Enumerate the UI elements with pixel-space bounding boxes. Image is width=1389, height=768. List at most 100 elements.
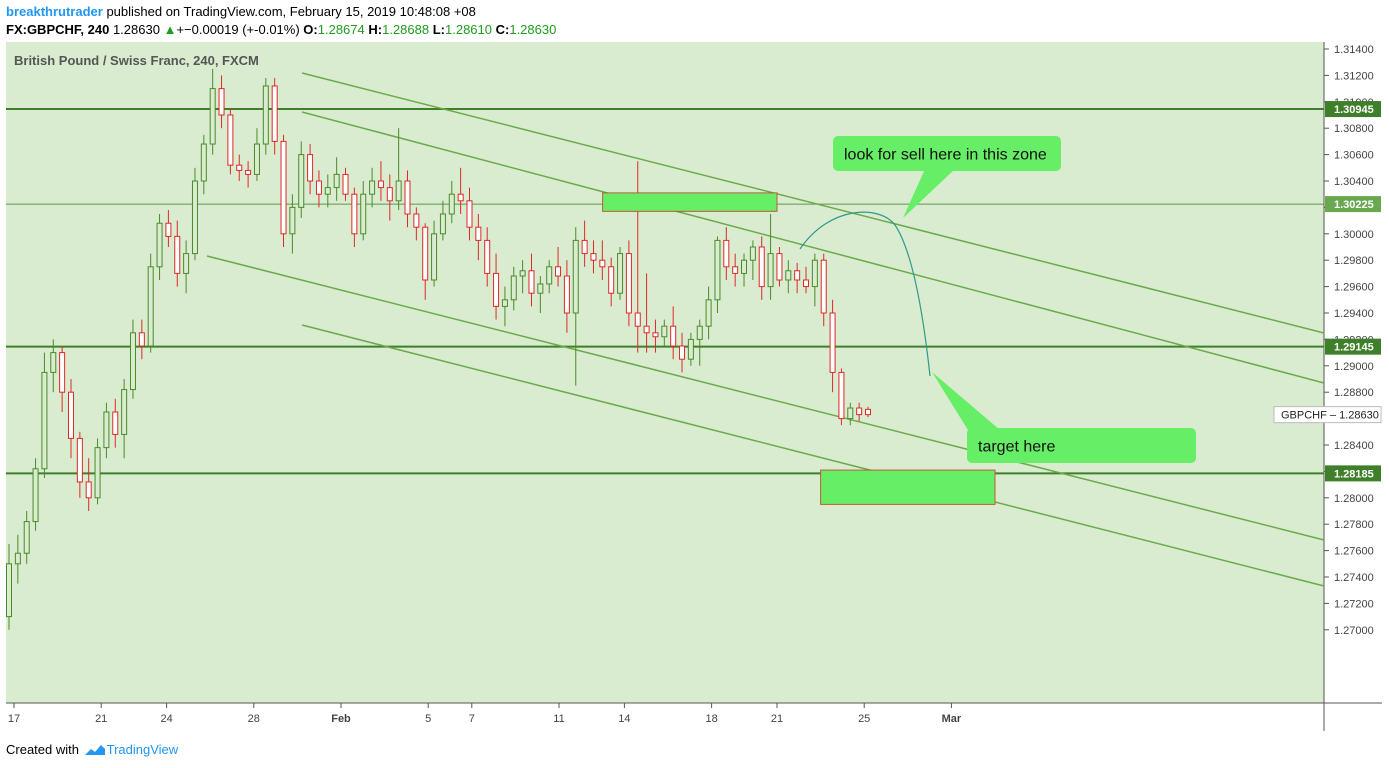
x-tick-label: 18	[705, 713, 717, 725]
candle-body	[183, 253, 190, 274]
tradingview-brand[interactable]: TradingView	[106, 742, 179, 757]
y-tick-label: 1.29000	[1334, 361, 1374, 373]
sell-zone[interactable]	[602, 192, 778, 212]
candle-body	[865, 408, 871, 416]
candle-body	[191, 180, 198, 255]
price-chart[interactable]: look for sell here in this zone target he…	[0, 0, 1389, 740]
x-tick-label: 25	[858, 713, 870, 725]
candle-body	[404, 180, 411, 215]
change-arrow-icon: ▲	[163, 22, 177, 37]
sell-zone-callout[interactable]	[833, 136, 1061, 171]
candle-body	[546, 266, 553, 285]
candle-body	[714, 239, 721, 301]
last-price: 1.28630	[112, 22, 160, 37]
time-axis-background	[6, 703, 1382, 731]
projected-path-curve[interactable]	[799, 211, 931, 377]
candle-body	[484, 239, 491, 274]
close-value: 1.28630	[509, 22, 557, 37]
level-price-label: 1.30225	[1334, 199, 1374, 211]
x-tick-label: 14	[618, 713, 630, 725]
candle-body	[679, 345, 686, 360]
y-tick-label: 1.29400	[1334, 308, 1374, 320]
y-tick-label: 1.27400	[1334, 572, 1374, 584]
x-tick-label: Mar	[942, 713, 962, 725]
y-tick-label: 1.29800	[1334, 255, 1374, 267]
target-callout[interactable]	[967, 428, 1196, 463]
candle-body	[457, 193, 464, 202]
candle-body	[687, 338, 694, 360]
target-callout-text: target here	[978, 439, 1055, 456]
channel-trend-line[interactable]	[301, 72, 1325, 334]
candle-body	[377, 180, 384, 189]
candle-body	[85, 481, 92, 499]
candle-body	[519, 270, 526, 277]
x-tick-label: 21	[771, 713, 783, 725]
x-tick-label: 17	[8, 713, 20, 725]
publish-text: published on TradingView.com, February 1…	[106, 4, 476, 19]
candle-body	[76, 437, 83, 483]
candle-body	[661, 325, 668, 338]
tradingview-cloud-icon	[84, 745, 105, 755]
candle-body	[590, 253, 597, 261]
candle-body	[360, 193, 367, 235]
level-price-tag	[1325, 101, 1381, 118]
x-tick-label: 24	[160, 713, 172, 725]
candle-body	[209, 88, 216, 145]
candle-body	[510, 275, 517, 301]
channel-trend-line[interactable]	[301, 324, 1325, 587]
candle-body	[236, 164, 243, 171]
last-price-label: GBPCHF – 1.28630	[1281, 410, 1379, 422]
candle-body	[767, 253, 774, 288]
open-label: O:	[303, 22, 318, 37]
candle-body	[67, 391, 74, 439]
level-price-tag	[1325, 196, 1381, 213]
candle-body	[439, 213, 446, 235]
candle-body	[847, 407, 854, 420]
candle-body	[555, 266, 562, 277]
target-zone[interactable]	[820, 469, 996, 505]
candle-body	[174, 235, 181, 274]
candle-body	[14, 552, 21, 565]
candle-body	[280, 140, 287, 235]
candle-body	[572, 239, 579, 314]
candle-body	[803, 279, 810, 288]
y-tick-label: 1.27600	[1334, 546, 1374, 558]
candle-body	[333, 173, 340, 189]
candle-body	[200, 143, 207, 182]
candle-body	[501, 299, 508, 307]
candle-body	[829, 312, 836, 373]
candle-body	[431, 233, 438, 281]
created-with: Created with	[6, 742, 79, 757]
candle-body	[307, 154, 314, 182]
level-price-tag	[1325, 338, 1381, 355]
candle-body	[413, 213, 420, 228]
candle-body	[138, 332, 145, 347]
symbol-label: FX:GBPCHF, 240	[6, 22, 110, 37]
author-name[interactable]: breakthrutrader	[6, 4, 103, 19]
candle-body	[625, 253, 632, 314]
y-tick-label: 1.27800	[1334, 519, 1374, 531]
candle-body	[289, 206, 296, 235]
level-price-tag	[1325, 465, 1381, 482]
y-tick-label: 1.27200	[1334, 598, 1374, 610]
y-tick-label: 1.31400	[1334, 44, 1374, 56]
candle-body	[156, 222, 163, 268]
candle-body	[112, 411, 119, 435]
candle-body	[271, 85, 278, 142]
candle-body	[218, 88, 225, 116]
candle-body	[41, 371, 48, 470]
y-tick-label: 1.31200	[1334, 70, 1374, 82]
level-price-label: 1.30945	[1334, 104, 1374, 116]
x-tick-label: 5	[425, 713, 431, 725]
candle-body	[129, 332, 136, 391]
candle-body	[705, 299, 712, 327]
candle-body	[776, 253, 783, 281]
channel-trend-line[interactable]	[206, 255, 1325, 541]
x-tick-label: 7	[469, 713, 475, 725]
candle-body	[386, 187, 393, 202]
channel-trend-line[interactable]	[301, 111, 1325, 384]
high-value: 1.28688	[382, 22, 430, 37]
candle-body	[466, 200, 473, 228]
candle-body	[608, 266, 615, 294]
high-label: H:	[368, 22, 383, 37]
